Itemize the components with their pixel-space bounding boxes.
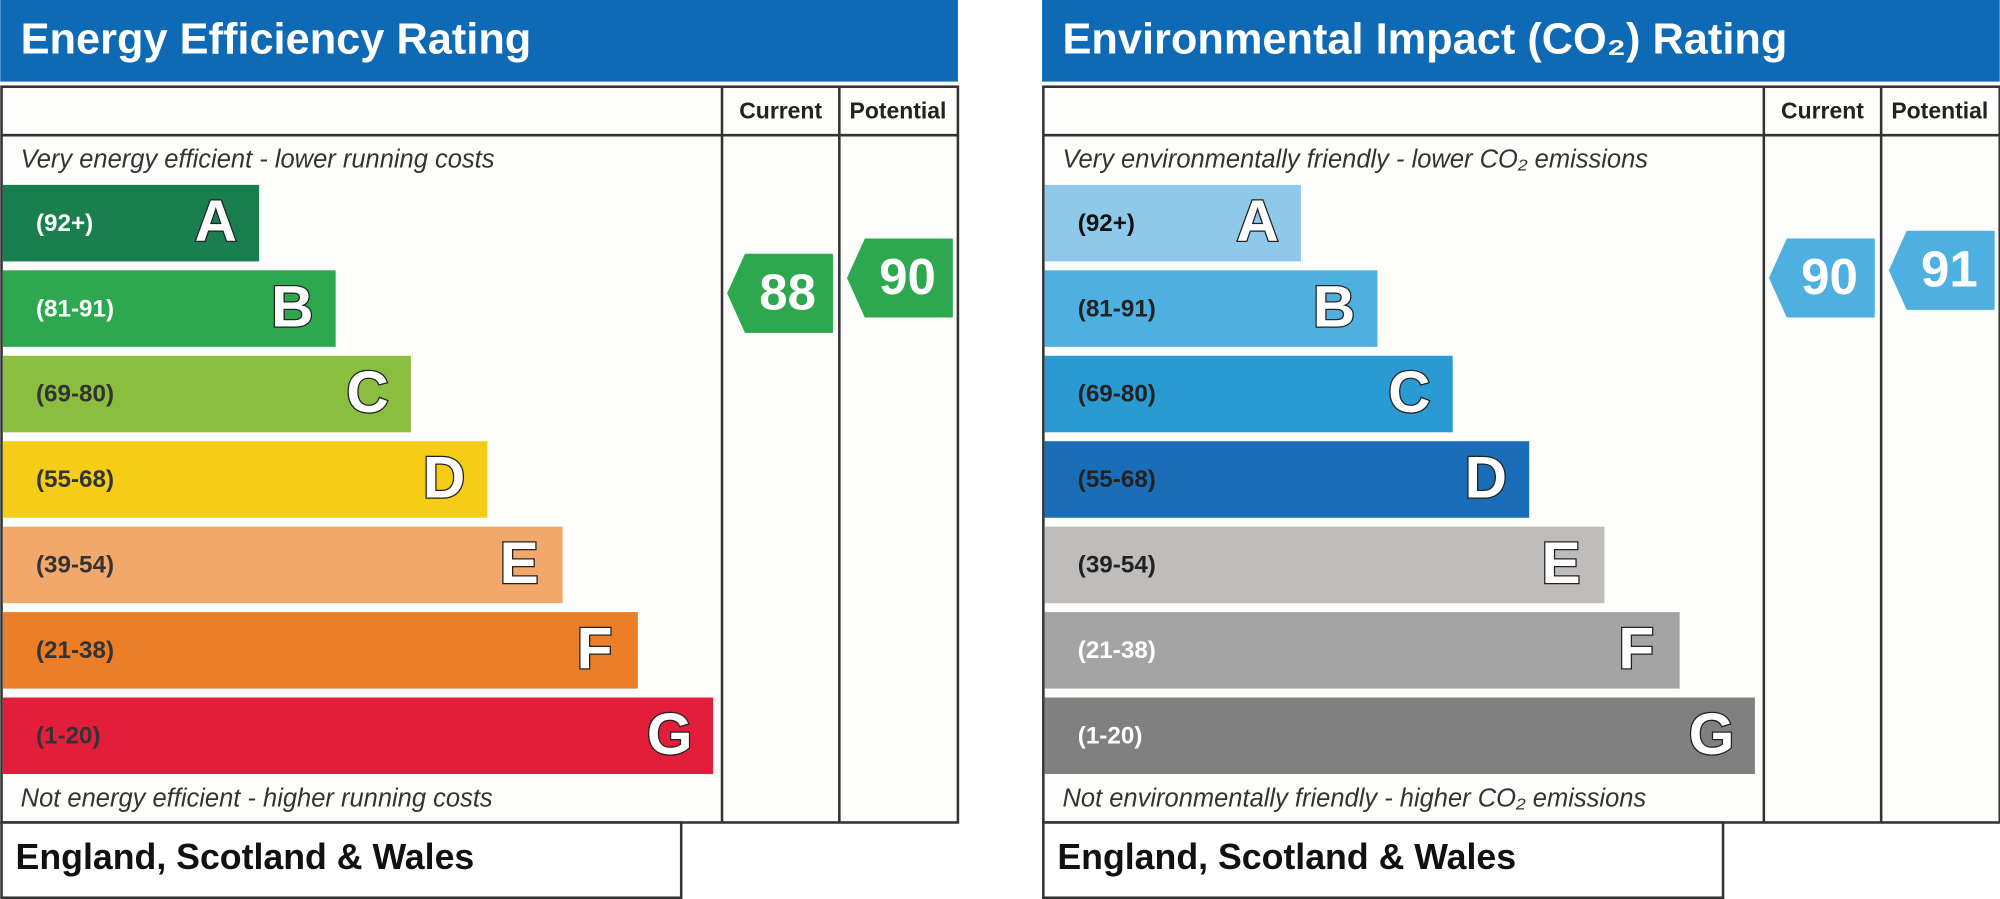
band-bar [2, 184, 260, 262]
band-letter: D [1465, 446, 1507, 511]
band-bar [2, 355, 411, 433]
band-range: (81-91) [1078, 295, 1156, 322]
band-letter: A [1236, 189, 1278, 254]
band-range: (1-20) [1078, 722, 1143, 749]
column-header: Current [1781, 97, 1864, 123]
band-bar [2, 697, 714, 775]
band-letter: E [500, 531, 539, 596]
band-letter: G [647, 702, 693, 767]
bottom-note: Not environmentally friendly - higher CO… [1062, 784, 1646, 812]
column-header: Current [739, 97, 822, 123]
column-header: Potential [1891, 97, 1988, 123]
title-bar [0, 0, 958, 82]
band-letter: E [1542, 531, 1581, 596]
rating-value: 91 [1921, 240, 1978, 297]
band-range: (69-80) [36, 381, 114, 408]
rating-arrow [1888, 230, 1995, 310]
rating-panel: Environmental Impact (CO₂) Rating Current… [1042, 0, 2000, 899]
column-header: Potential [850, 97, 947, 123]
band-letter: F [577, 616, 613, 681]
band-range: (55-68) [36, 466, 114, 493]
band-letter: C [1388, 360, 1430, 425]
band-range: (92+) [36, 210, 93, 237]
band-range: (92+) [1078, 210, 1135, 237]
band-range: (55-68) [1078, 466, 1156, 493]
band-bar [1044, 526, 1605, 604]
band-range: (39-54) [1078, 552, 1156, 579]
band-letter: F [1618, 616, 1654, 681]
band-letter: G [1689, 702, 1735, 767]
band-letter: A [195, 189, 237, 254]
panel-title: Energy Efficiency Rating [21, 16, 532, 64]
title-bar [1042, 0, 2000, 82]
band-range: (1-20) [36, 722, 101, 749]
rating-arrow [846, 238, 953, 318]
band-letter: B [271, 275, 313, 340]
band-bar [2, 270, 336, 347]
band-bar [2, 526, 563, 604]
band-range: (39-54) [36, 552, 114, 579]
band-range: (21-38) [36, 637, 114, 664]
region-box [0, 821, 683, 899]
band-letter: C [346, 360, 388, 425]
bottom-note: Not energy efficient - higher running co… [21, 784, 493, 812]
band-letter: D [423, 446, 465, 511]
region-label: England, Scotland & Wales [1057, 837, 1516, 877]
band-bar [1044, 697, 1755, 775]
region-box [1042, 821, 1725, 899]
band-range: (81-91) [36, 295, 114, 322]
band-range: (69-80) [1078, 381, 1156, 408]
region-label: England, Scotland & Wales [16, 837, 475, 877]
band-bar [1044, 441, 1530, 518]
band-bar [2, 612, 638, 689]
rating-value: 90 [879, 248, 936, 305]
panel-title: Environmental Impact (CO₂) Rating [1062, 16, 1787, 64]
band-bar [2, 441, 488, 518]
band-letter: B [1313, 275, 1355, 340]
top-note: Very environmentally friendly - lower CO… [1062, 145, 1648, 173]
rating-arrow [727, 253, 833, 333]
rating-value: 88 [759, 263, 816, 320]
band-bar [1044, 270, 1378, 347]
band-bar [1044, 612, 1680, 689]
band-range: (21-38) [1078, 637, 1156, 664]
band-bar [1044, 184, 1301, 262]
top-note: Very energy efficient - lower running co… [21, 145, 495, 173]
band-bar [1044, 355, 1453, 433]
rating-arrow [1768, 238, 1875, 318]
rating-panel: Energy Efficiency Rating Current Potential… [0, 0, 960, 899]
rating-value: 90 [1801, 248, 1858, 305]
